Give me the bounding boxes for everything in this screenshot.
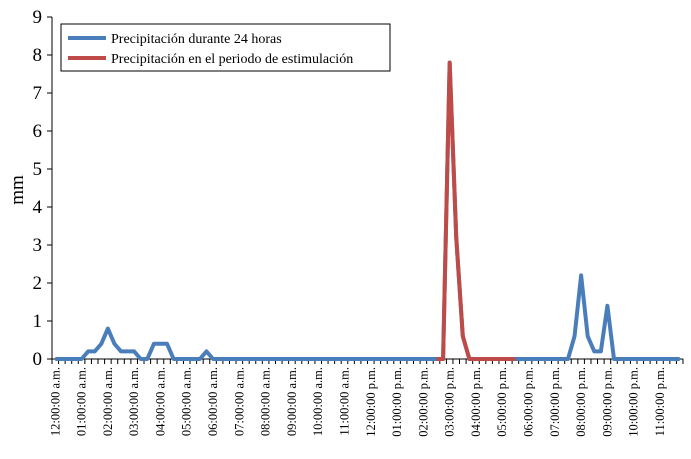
- x-tick-label: 04:00:00 p.m.: [469, 367, 483, 437]
- x-tick-label: 12:00:00 a.m.: [48, 367, 62, 436]
- x-tick-label: 09:00:00 a.m.: [285, 367, 299, 436]
- x-tick-label: 04:00:00 a.m.: [153, 367, 167, 436]
- x-tick-label: 01:00:00 a.m.: [75, 367, 89, 436]
- y-tick-label: 2: [33, 273, 43, 294]
- x-tick-label: 02:00:00 a.m.: [101, 367, 115, 436]
- y-tick-label: 9: [33, 7, 43, 28]
- y-tick-label: 5: [33, 159, 43, 180]
- x-tick-label: 05:00:00 a.m.: [180, 367, 194, 436]
- x-tick-label: 08:00:00 a.m.: [259, 367, 273, 436]
- x-tick-label: 10:00:00 a.m.: [311, 367, 325, 436]
- legend-label-series-0: Precipitación durante 24 horas: [111, 32, 282, 47]
- series-line-0: [55, 60, 680, 361]
- y-axis-title: mm: [7, 175, 28, 205]
- x-tick-label: 08:00:00 p.m.: [574, 367, 588, 437]
- y-tick-label: 6: [33, 121, 43, 142]
- y-tick-label: 1: [33, 311, 43, 332]
- x-tick-label: 06:00:00 a.m.: [206, 367, 220, 436]
- x-tick-label: 02:00:00 p.m.: [416, 367, 430, 437]
- y-tick-label: 0: [33, 349, 43, 370]
- x-tick-label: 10:00:00 p.m.: [627, 367, 641, 437]
- legend: Precipitación durante 24 horas Precipita…: [60, 23, 391, 72]
- y-tick-label: 4: [33, 197, 43, 218]
- x-tick-label: 03:00:00 p.m.: [443, 367, 457, 437]
- y-tick-label: 7: [33, 83, 43, 104]
- x-tick-label: 09:00:00 p.m.: [600, 367, 614, 437]
- x-tick-label: 06:00:00 p.m.: [522, 367, 536, 437]
- y-tick-label: 8: [33, 45, 43, 66]
- x-tick-label: 07:00:00 p.m.: [548, 367, 562, 437]
- x-tick-label: 05:00:00 p.m.: [495, 367, 509, 437]
- x-tick-label: 01:00:00 p.m.: [390, 367, 404, 437]
- x-tick-label: 03:00:00 a.m.: [127, 367, 141, 436]
- series-line-1: [436, 60, 516, 361]
- legend-label-series-1: Precipitación en el periodo de estimulac…: [111, 52, 353, 67]
- x-tick-label: 11:00:00 a.m.: [337, 367, 351, 436]
- x-tick-label: 07:00:00 a.m.: [232, 367, 246, 436]
- y-tick-label: 3: [33, 235, 43, 256]
- x-tick-label: 11:00:00 p.m.: [653, 367, 667, 436]
- legend-box: [60, 23, 391, 72]
- x-tick-label: 12:00:00 p.m.: [364, 367, 378, 437]
